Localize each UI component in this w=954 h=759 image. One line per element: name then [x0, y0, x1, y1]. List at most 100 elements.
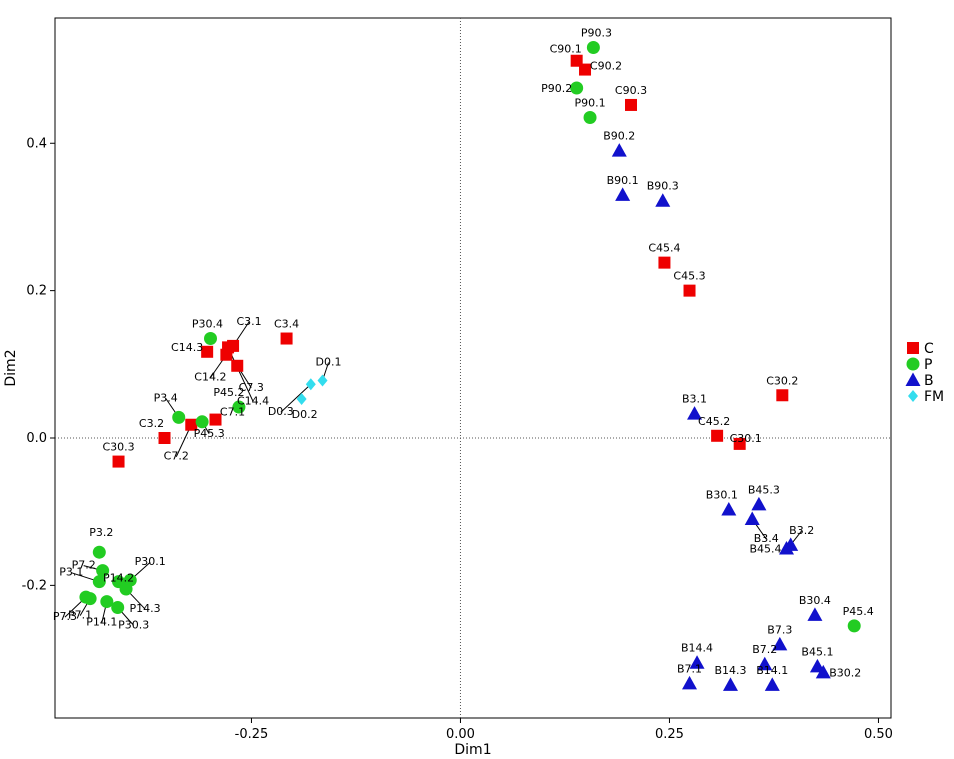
- point-label: C7.3: [239, 381, 264, 394]
- point-P90.1: [583, 110, 597, 124]
- point-label: C90.1: [550, 43, 582, 56]
- point-label: P3.4: [154, 391, 178, 404]
- point-C7.2: [185, 418, 198, 431]
- point-label: C3.2: [139, 417, 164, 430]
- point-P30.4: [203, 332, 217, 346]
- point-B45.3: [751, 496, 767, 511]
- point-label: C45.3: [673, 270, 705, 283]
- point-D0.1: [317, 374, 328, 387]
- point-label: C30.1: [730, 432, 762, 445]
- point-B7.3: [772, 636, 788, 651]
- data-points: [79, 40, 861, 691]
- point-label: P90.3: [581, 26, 612, 39]
- point-B30.4: [807, 607, 823, 621]
- leader-D0.3: [280, 383, 312, 413]
- legend-marker-FM: [908, 390, 918, 402]
- point-C14.3: [201, 345, 214, 358]
- point-label: B90.1: [607, 174, 639, 187]
- legend-label: FM: [924, 389, 944, 405]
- point-B7.2: [757, 656, 773, 671]
- point-P45.3: [195, 415, 209, 429]
- legend-label: P: [924, 357, 932, 373]
- point-label: C90.3: [615, 84, 647, 97]
- point-B14.3: [722, 677, 738, 691]
- y-tick-label: 0.0: [26, 431, 47, 446]
- point-label: B30.4: [799, 594, 831, 607]
- point-P7.2: [96, 564, 110, 578]
- point-P45.2: [232, 400, 246, 414]
- point-P3.4: [172, 410, 186, 424]
- point-P45.4: [847, 619, 861, 633]
- point-label: C14.2: [194, 371, 226, 384]
- x-tick-label: 0.00: [446, 727, 475, 742]
- x-tick-label: -0.25: [235, 727, 269, 742]
- legend-marker-P: [906, 357, 920, 371]
- point-C7.3: [231, 359, 244, 372]
- point-C45.2: [711, 429, 724, 442]
- point-B45.4: [779, 541, 794, 555]
- point-label: C45.2: [698, 415, 730, 428]
- point-C45.3: [683, 284, 696, 297]
- point-label: B3.1: [682, 393, 707, 406]
- point-B90.2: [611, 143, 627, 157]
- x-tick-label: 0.25: [655, 727, 684, 742]
- point-B3.4: [744, 511, 760, 526]
- point-label: C30.2: [766, 374, 798, 387]
- point-label: C45.4: [648, 242, 680, 255]
- point-label: B45.3: [748, 483, 780, 496]
- point-label: C3.4: [274, 318, 299, 331]
- point-label: P45.4: [843, 605, 874, 618]
- point-label: P3.2: [89, 526, 113, 539]
- point-label: D0.2: [292, 408, 318, 421]
- point-label: B14.4: [681, 642, 713, 655]
- point-B30.1: [721, 501, 737, 516]
- point-label: D0.1: [316, 356, 342, 369]
- y-axis-title: Dim2: [3, 349, 19, 386]
- point-C45.4: [658, 256, 671, 269]
- point-label: B3.2: [789, 524, 814, 537]
- point-B7.1: [682, 675, 698, 690]
- y-tick-label: 0.2: [26, 284, 47, 299]
- point-P90.2: [570, 81, 584, 95]
- point-label: C7.1: [220, 406, 245, 419]
- point-P3.1: [92, 575, 106, 589]
- point-C30.2: [776, 389, 789, 402]
- point-label: C3.1: [236, 315, 261, 328]
- point-label: B90.3: [647, 180, 679, 193]
- point-C14.4: [222, 341, 235, 354]
- point-P14.1: [100, 595, 114, 609]
- point-B14.4: [689, 655, 705, 669]
- point-label: B7.1: [677, 662, 702, 675]
- point-label: P30.3: [118, 618, 149, 631]
- point-C30.1: [733, 437, 746, 450]
- legend-marker-C: [907, 342, 919, 354]
- legend-label: B: [924, 373, 934, 389]
- point-label: P14.3: [129, 602, 160, 615]
- point-B90.3: [655, 193, 671, 207]
- point-label: P7.2: [72, 559, 96, 572]
- point-label: B30.1: [706, 488, 738, 501]
- point-B14.1: [764, 677, 780, 691]
- x-tick-label: 0.50: [864, 727, 893, 742]
- plot-panel: [54, 17, 892, 719]
- point-label: C7.2: [164, 450, 189, 463]
- y-tick-label: -0.2: [22, 578, 47, 593]
- point-C3.4: [280, 332, 293, 345]
- point-B30.2: [815, 664, 831, 679]
- point-label: B90.2: [603, 130, 635, 143]
- point-label: C30.3: [102, 441, 134, 454]
- point-C90.3: [625, 98, 638, 111]
- point-label: C90.2: [590, 60, 622, 73]
- point-label: C14.3: [171, 341, 203, 354]
- point-B3.1: [687, 406, 703, 420]
- legend-marker-B: [905, 372, 921, 386]
- point-C90.2: [579, 63, 592, 76]
- point-D0.3: [305, 378, 316, 391]
- axis-ticks: -0.25 0.00 0.25 0.50 -0.2 0.0 0.2 0.4: [22, 136, 893, 742]
- point-D0.2: [296, 392, 307, 405]
- point-P90.3: [586, 40, 600, 54]
- point-label: B3.4: [754, 532, 779, 545]
- point-label: P45.3: [194, 427, 225, 440]
- point-label: B14.3: [714, 664, 746, 677]
- point-label: B7.2: [752, 643, 777, 656]
